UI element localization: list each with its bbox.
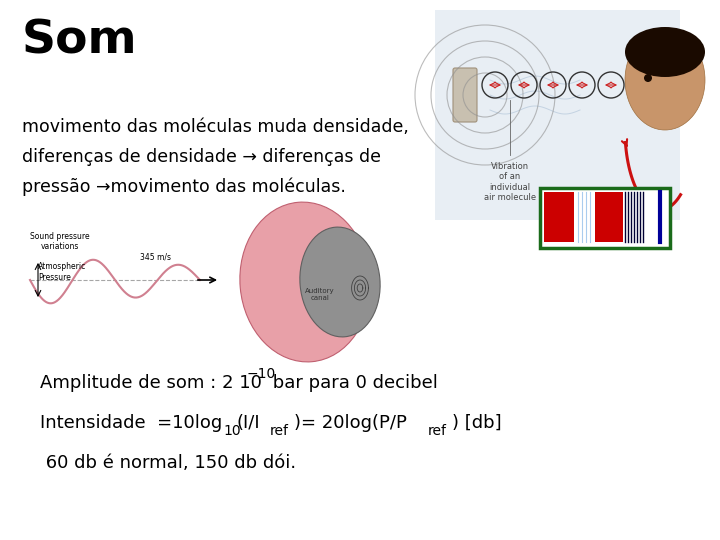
FancyBboxPatch shape [453, 68, 477, 122]
Bar [544, 192, 574, 242]
Text: ref: ref [428, 424, 447, 438]
Text: movimento das moléculas muda densidade,: movimento das moléculas muda densidade, [22, 118, 409, 136]
Ellipse shape [300, 227, 380, 337]
Text: 10: 10 [223, 424, 240, 438]
Text: Amplitude de som : 2 10: Amplitude de som : 2 10 [40, 374, 262, 392]
Text: bar para 0 decibel: bar para 0 decibel [267, 374, 438, 392]
Text: Sound pressure
variations: Sound pressure variations [30, 232, 90, 252]
Ellipse shape [240, 202, 370, 362]
Text: )= 20log(P/P: )= 20log(P/P [294, 414, 407, 432]
Bar [595, 192, 623, 242]
Text: 60 db é normal, 150 db dói.: 60 db é normal, 150 db dói. [40, 454, 296, 472]
Text: 345 m/s: 345 m/s [140, 252, 171, 261]
Text: (I/I: (I/I [237, 414, 261, 432]
Text: diferenças de densidade → diferenças de: diferenças de densidade → diferenças de [22, 148, 381, 166]
Circle shape [644, 74, 652, 82]
Ellipse shape [625, 30, 705, 130]
Text: ref: ref [270, 424, 289, 438]
Text: ) [db]: ) [db] [452, 414, 502, 432]
Text: −10: −10 [247, 367, 276, 381]
Text: Som: Som [22, 18, 138, 63]
Text: Intensidade  =10log: Intensidade =10log [40, 414, 222, 432]
Bar [435, 10, 680, 220]
Text: pressão →movimento das moléculas.: pressão →movimento das moléculas. [22, 178, 346, 197]
FancyBboxPatch shape [540, 188, 670, 248]
Ellipse shape [625, 27, 705, 77]
Text: Atmospheric
Pressure: Atmospheric Pressure [38, 262, 86, 282]
Text: Auditory
canal: Auditory canal [305, 288, 335, 301]
Text: Vibration
of an
individual
air molecule: Vibration of an individual air molecule [484, 162, 536, 202]
